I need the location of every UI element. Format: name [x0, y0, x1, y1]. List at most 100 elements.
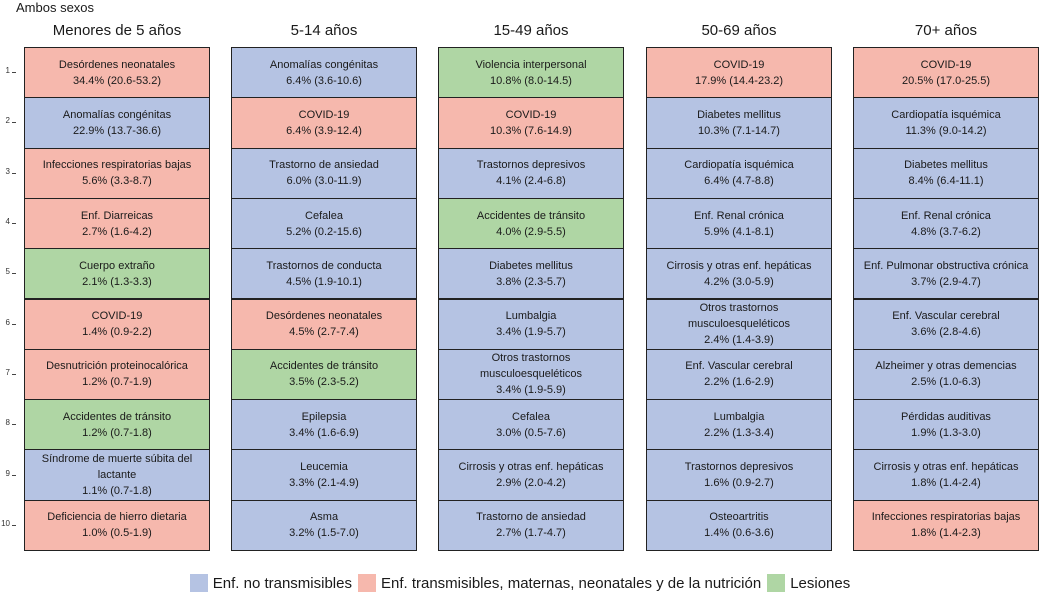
cause-cell: Anomalías congénitas 6.4% (3.6-10.6) [231, 47, 417, 99]
cause-name: Osteoartritis [709, 511, 769, 524]
cause-value: 1.0% (0.5-1.9) [82, 527, 152, 540]
cause-cell: Pérdidas auditivas 1.9% (1.3-3.0) [853, 399, 1039, 451]
legend-item: Lesiones [767, 574, 850, 592]
age-group-header: Menores de 5 años [52, 22, 182, 39]
cause-cell: Enf. Renal crónica 4.8% (3.7-6.2) [853, 197, 1039, 250]
cause-cell: Cuerpo extraño 2.1% (1.3-3.3) [24, 248, 210, 300]
cause-cell: Enf. Diarreicas 2.7% (1.6-4.2) [24, 197, 210, 250]
chart-title: Ambos sexos [16, 0, 95, 15]
cause-name: Cefalea [305, 209, 343, 222]
cause-value: 4.5% (1.9-10.1) [286, 275, 362, 288]
legend-label: Enf. no transmisibles [212, 574, 352, 592]
cause-cell: Trastorno de ansiedad 2.7% (1.7-4.7) [438, 499, 624, 551]
cause-name: Desórdenes neonatales [265, 310, 383, 323]
cause-value: 1.1% (0.7-1.8) [82, 485, 152, 498]
cause-name: Cirrosis y otras enf. hepáticas [873, 461, 1019, 474]
cause-value: 20.5% (17.0-25.5) [901, 74, 991, 87]
cause-cell: Anomalías congénitas 22.9% (13.7-36.6) [24, 97, 210, 149]
cause-value: 1.8% (1.4-2.3) [911, 527, 981, 540]
cause-value: 3.6% (2.8-4.6) [911, 326, 981, 339]
cause-value: 1.4% (0.9-2.2) [82, 326, 152, 339]
cause-cell: Diabetes mellitus 3.8% (2.3-5.7) [438, 248, 624, 300]
age-group-header: 15-49 años [493, 22, 569, 39]
cause-value: 6.4% (3.6-10.6) [286, 74, 362, 87]
cause-cell: Asma 3.2% (1.5-7.0) [231, 499, 417, 551]
cause-cell: Accidentes de tránsito 1.2% (0.7-1.8) [24, 399, 210, 451]
cause-name: Infecciones respiratorias bajas [871, 511, 1021, 524]
rank-tick [12, 172, 16, 174]
cause-cell: Cardiopatía isquémica 6.4% (4.7-8.8) [646, 147, 832, 199]
cause-value: 1.9% (1.3-3.0) [911, 426, 981, 439]
cause-value: 2.5% (1.0-6.3) [911, 376, 981, 389]
cause-name: Cardiopatía isquémica [684, 159, 794, 172]
legend: Enf. no transmisibles Enf. transmisibles,… [0, 574, 1040, 592]
cause-name: Cardiopatía isquémica [891, 108, 1001, 121]
cause-name: Anomalías congénitas [269, 58, 379, 71]
cause-name: COVID-19 [713, 58, 765, 71]
cause-name: Diabetes mellitus [489, 259, 573, 272]
rank-tick [12, 474, 16, 476]
cause-value: 3.4% (1.9-5.7) [496, 326, 566, 339]
cause-name: Diabetes mellitus [904, 159, 988, 172]
cause-value: 5.9% (4.1-8.1) [704, 225, 774, 238]
rank-label: 3 [5, 166, 10, 176]
rank-label: 7 [5, 367, 10, 377]
cause-cell: Otros trastornos musculoesqueléticos 2.4%… [646, 298, 832, 350]
cause-name: Enf. Renal crónica [901, 209, 991, 222]
cause-name: Diabetes mellitus [697, 108, 781, 121]
rank-label: 1 [5, 66, 10, 76]
cause-cell: Cefalea 3.0% (0.5-7.6) [438, 399, 624, 451]
cause-value: 3.0% (0.5-7.6) [496, 426, 566, 439]
cause-cell: Lumbalgia 3.4% (1.9-5.7) [438, 298, 624, 350]
cause-cell: COVID-19 1.4% (0.9-2.2) [24, 298, 210, 350]
cause-name: Pérdidas auditivas [901, 410, 991, 423]
cause-value: 6.4% (4.7-8.8) [704, 175, 774, 188]
cause-name: Otros trastornos musculoesqueléticos [479, 352, 583, 381]
rank-tick [12, 373, 16, 375]
cause-cell: Cefalea 5.2% (0.2-15.6) [231, 197, 417, 250]
rank-tick [12, 323, 16, 325]
cause-name: Otros trastornos musculoesqueléticos [687, 302, 791, 331]
age-group-header: 5-14 años [290, 22, 358, 39]
cause-name: Leucemia [300, 461, 348, 474]
cause-cell: COVID-19 6.4% (3.9-12.4) [231, 97, 417, 149]
cause-cell: Infecciones respiratorias bajas 1.8% (1.4… [853, 499, 1039, 551]
cause-name: Enf. Vascular cerebral [685, 360, 793, 373]
cause-name: Trastorno de ansiedad [269, 159, 379, 172]
cause-value: 3.3% (2.1-4.9) [289, 477, 359, 490]
rank-label: 8 [5, 418, 10, 428]
cause-name: Desórdenes neonatales [58, 58, 176, 71]
cause-cell: Trastorno de ansiedad 6.0% (3.0-11.9) [231, 147, 417, 199]
rank-label: 9 [5, 468, 10, 478]
cause-value: 2.7% (1.6-4.2) [82, 225, 152, 238]
cause-name: Desnutrición proteinocalórica [46, 360, 188, 373]
cause-name: Enf. Vascular cerebral [892, 310, 1000, 323]
cause-cell: Violencia interpersonal 10.8% (8.0-14.5) [438, 47, 624, 99]
legend-item: Enf. transmisibles, maternas, neonatales… [357, 574, 761, 592]
cause-value: 2.2% (1.3-3.4) [704, 426, 774, 439]
cause-name: Accidentes de tránsito [476, 209, 586, 222]
cause-value: 10.3% (7.6-14.9) [490, 124, 572, 137]
legend-swatch [357, 574, 376, 592]
cause-name: Enf. Pulmonar obstructiva crónica [863, 259, 1029, 272]
rank-tick [12, 72, 16, 74]
cause-name: Trastornos depresivos [684, 461, 794, 474]
cause-cell: Enf. Vascular cerebral 3.6% (2.8-4.6) [853, 298, 1039, 350]
cause-name: Anomalías congénitas [62, 108, 172, 121]
cause-name: COVID-19 [505, 108, 557, 121]
cause-value: 2.1% (1.3-3.3) [82, 275, 152, 288]
cause-cell: Accidentes de tránsito 4.0% (2.9-5.5) [438, 197, 624, 250]
cause-value: 11.3% (9.0-14.2) [905, 124, 987, 137]
cause-value: 2.9% (2.0-4.2) [496, 477, 566, 490]
cause-cell: COVID-19 10.3% (7.6-14.9) [438, 97, 624, 149]
cause-cell: Lumbalgia 2.2% (1.3-3.4) [646, 399, 832, 451]
cause-name: Lumbalgia [713, 410, 765, 423]
cause-cell: Cirrosis y otras enf. hepáticas 1.8% (1.4… [853, 449, 1039, 501]
cause-name: Trastornos depresivos [476, 159, 586, 172]
cause-cell: Trastornos de conducta 4.5% (1.9-10.1) [231, 248, 417, 300]
cause-name: Enf. Diarreicas [80, 209, 154, 222]
cause-value: 4.8% (3.7-6.2) [911, 225, 981, 238]
cause-cell: Alzheimer y otras demencias 2.5% (1.0-6.3… [853, 348, 1039, 401]
legend-swatch [767, 574, 786, 592]
cause-cell: Accidentes de tránsito 3.5% (2.3-5.2) [231, 348, 417, 401]
